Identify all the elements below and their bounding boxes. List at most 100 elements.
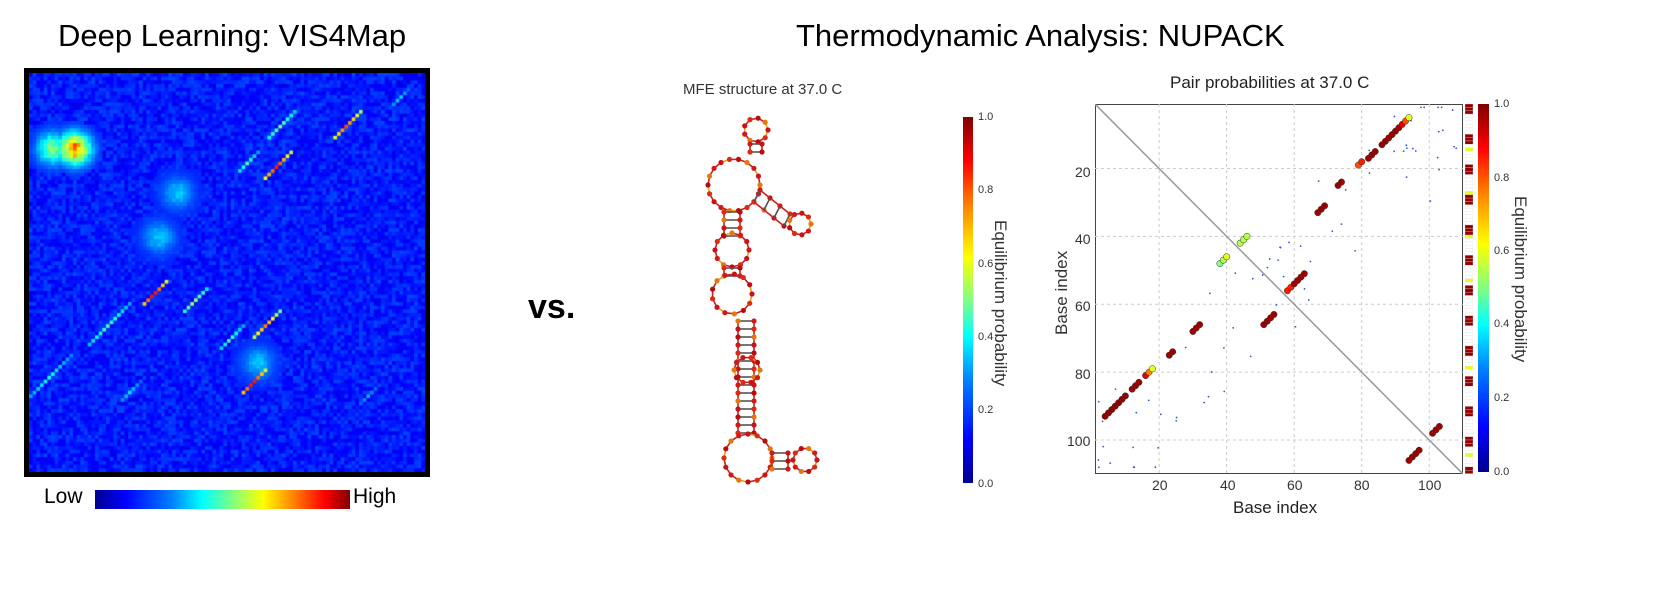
mfe-base [735, 398, 741, 404]
base-probability-cell [1465, 251, 1473, 256]
mfe-base [769, 450, 775, 456]
base-probability-cell [1465, 187, 1473, 192]
mfe-base [729, 264, 735, 270]
base-probability-cell [1465, 197, 1473, 202]
mfe-colorbar-tick: 1.0 [978, 111, 994, 123]
mfe-base [731, 367, 737, 373]
colorbar-high-label: High [353, 485, 397, 508]
mfe-base [769, 458, 775, 464]
pairprob-x-tick: 60 [1287, 477, 1303, 493]
pairprob-low-point [1175, 416, 1178, 419]
pairprob-low-point [1451, 109, 1454, 111]
mfe-base [744, 238, 750, 245]
mfe-base [721, 455, 727, 461]
pairprob-y-tick: 40 [1075, 231, 1091, 247]
pairprob-point [1121, 392, 1129, 400]
pairprob-point [1415, 446, 1423, 454]
base-probability-cell [1465, 144, 1473, 148]
mfe-colorbar-label: Equilibrium probability [991, 220, 1010, 387]
pairprob-colorbar-label: Equilibrium probability [1511, 196, 1530, 363]
base-probability-cell [1465, 201, 1473, 205]
mfe-base [705, 182, 711, 188]
pairprob-low-point [1261, 274, 1264, 276]
pairprob-x-tick: 80 [1354, 477, 1370, 493]
base-probability-cell [1465, 278, 1473, 283]
base-probability-cell [1465, 164, 1473, 168]
mfe-base [742, 123, 748, 129]
base-probability-cell [1465, 224, 1473, 229]
pairprob-low-point [1438, 168, 1440, 171]
base-probability-cell [1465, 362, 1473, 367]
pairprob-xlabel: Base index [1233, 498, 1318, 517]
mfe-base [711, 199, 717, 205]
mfe-base [737, 232, 744, 238]
base-probability-cell [1465, 204, 1473, 209]
base-probability-cell [1465, 433, 1473, 437]
base-probability-cell [1465, 386, 1473, 390]
mfe-bond [773, 205, 781, 219]
mfe-base [769, 466, 775, 472]
pairprob-low-point [1368, 172, 1371, 174]
base-probability-cell [1465, 298, 1473, 303]
mfe-base [762, 135, 768, 141]
mfe-base [731, 271, 738, 277]
mfe-base [751, 406, 757, 412]
base-probability-cell [1465, 423, 1473, 427]
mfe-base [755, 173, 762, 179]
mfe-base [709, 296, 716, 302]
pairprob-colorbar-tick: 0.6 [1494, 245, 1510, 257]
mfe-base [754, 433, 760, 439]
pairprob-low-point [1275, 304, 1278, 306]
mfe-base [735, 422, 741, 428]
mfe-base [759, 149, 765, 155]
pairprob-low-point [1412, 147, 1414, 150]
mfe-bond [773, 217, 785, 227]
pairprob-low-point [1405, 176, 1408, 179]
mfe-base [751, 334, 757, 340]
base-probability-cell [1465, 292, 1473, 296]
mfe-base [751, 398, 757, 404]
mfe-base [735, 326, 741, 332]
pairprob-low-point [1294, 325, 1297, 328]
mfe-base [728, 438, 734, 444]
base-probability-cell [1465, 372, 1473, 377]
low-high-colorbar [95, 490, 350, 509]
pairprob-low-point [1420, 106, 1422, 109]
pairprob-point [1338, 178, 1345, 186]
mfe-base [721, 209, 727, 215]
pairprob-colorbar-tick: 0.8 [1494, 172, 1510, 184]
pairprob-low-point [1203, 401, 1206, 404]
base-probability-cell [1465, 426, 1473, 431]
base-probability-cell [1465, 154, 1473, 158]
pairprob-low-point [1303, 287, 1306, 290]
mfe-base [808, 221, 814, 227]
pairprob-low-point [1159, 413, 1162, 416]
mfe-colorbar-tick: 0.8 [978, 184, 994, 196]
pairprob-plot [1095, 104, 1463, 474]
pairprob-low-point [1209, 292, 1211, 295]
mfe-base [737, 217, 743, 223]
pairprob-low-point [1455, 147, 1458, 150]
mfe-base [812, 464, 818, 470]
mfe-structure-diagram [705, 115, 820, 485]
pairprob-low-point [1157, 447, 1159, 449]
base-probability-cell [1465, 308, 1473, 313]
base-probability-cell [1465, 382, 1473, 387]
base-probability-cell [1465, 328, 1473, 333]
pairprob-low-point [1232, 327, 1235, 329]
base-probability-cell [1465, 134, 1473, 138]
pairprob-x-tick: 20 [1152, 477, 1168, 493]
pairprob-y-tick: 20 [1075, 164, 1091, 180]
mfe-bond [763, 197, 771, 211]
mfe-base [748, 355, 754, 361]
pairprob-low-point [1147, 399, 1150, 402]
base-probability-cell [1465, 181, 1473, 185]
base-probability-cell [1465, 379, 1473, 384]
pairprob-point [1270, 311, 1278, 318]
pairprob-point [1135, 378, 1143, 386]
base-probability-cell [1465, 275, 1473, 279]
pairprob-low-point [1097, 400, 1100, 403]
mfe-base [706, 173, 713, 179]
mfe-base [751, 342, 757, 348]
base-probability-cell [1465, 177, 1473, 182]
